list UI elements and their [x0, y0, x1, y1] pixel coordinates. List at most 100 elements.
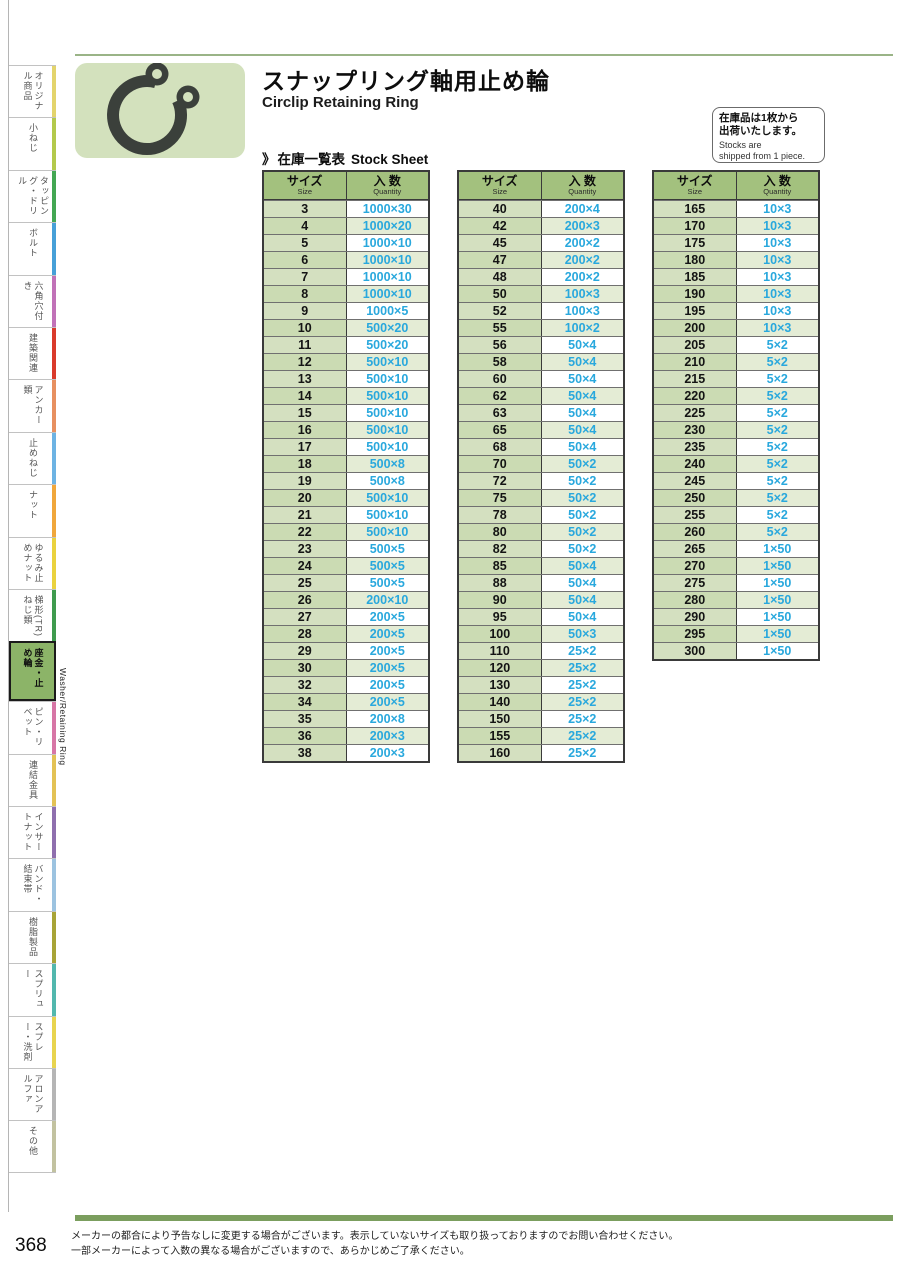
- sidebar-item-6[interactable]: アンカー類: [9, 379, 56, 432]
- cell-size: 250: [654, 490, 736, 506]
- cell-size: 210: [654, 354, 736, 370]
- cell-size: 240: [654, 456, 736, 472]
- cell-quantity: 200×4: [540, 201, 623, 217]
- table-row: 36 200×3: [264, 727, 428, 744]
- cell-size: 78: [459, 507, 541, 523]
- table-row: 6 1000×10: [264, 251, 428, 268]
- cell-size: 62: [459, 388, 541, 404]
- cell-size: 29: [264, 643, 346, 659]
- sidebar-item-14[interactable]: インサートナット: [9, 806, 56, 859]
- table-row: 280 1×50: [654, 591, 818, 608]
- col-header-size: サイズ Size: [676, 174, 713, 197]
- table-row: 165 10×3: [654, 200, 818, 217]
- cell-size: 90: [459, 592, 541, 608]
- table-row: 240 5×2: [654, 455, 818, 472]
- table-row: 48 200×2: [459, 268, 623, 285]
- cell-quantity: 500×10: [345, 405, 428, 421]
- cell-quantity: 100×3: [540, 303, 623, 319]
- sidebar-item-9[interactable]: ゆるみ止めナット: [9, 536, 56, 589]
- cell-quantity: 200×5: [345, 677, 428, 693]
- cell-size: 110: [459, 643, 541, 659]
- cell-quantity: 200×3: [540, 218, 623, 234]
- sidebar-item-15[interactable]: バンド・結束帯: [9, 858, 56, 911]
- page-subtitle: Circlip Retaining Ring: [262, 94, 419, 111]
- stock-table-2: サイズ Size 入 数 Quantity 40 200×4 42 200×3 45 200×2 4…: [457, 170, 625, 763]
- table-header: サイズ Size 入 数 Quantity: [654, 172, 818, 200]
- cell-size: 205: [654, 337, 736, 353]
- table-row: 3 1000×30: [264, 200, 428, 217]
- cell-quantity: 50×2: [540, 473, 623, 489]
- sidebar-item-2[interactable]: タッピング・ドリル: [9, 169, 56, 223]
- sidebar-item-18[interactable]: スプレー・洗剤: [9, 1015, 56, 1069]
- table-row: 15 500×10: [264, 404, 428, 421]
- table-row: 155 25×2: [459, 727, 623, 744]
- sidebar-item-13[interactable]: 連結金具: [9, 753, 56, 807]
- table-row: 13 500×10: [264, 370, 428, 387]
- sidebar-item-4[interactable]: 六角穴付き: [9, 274, 56, 327]
- col-header-size: サイズ Size: [286, 174, 323, 197]
- cell-size: 36: [264, 728, 346, 744]
- table-row: 26 200×10: [264, 591, 428, 608]
- cell-quantity: 5×2: [735, 354, 818, 370]
- sidebar-item-8[interactable]: ナット: [9, 484, 56, 537]
- cell-quantity: 5×2: [735, 371, 818, 387]
- double-angle-icon: 》: [262, 152, 276, 167]
- cell-size: 45: [459, 235, 541, 251]
- cell-size: 80: [459, 524, 541, 540]
- cell-quantity: 200×5: [345, 694, 428, 710]
- cell-size: 35: [264, 711, 346, 727]
- table-row: 63 50×4: [459, 404, 623, 421]
- table-row: 88 50×4: [459, 574, 623, 591]
- table-row: 82 50×2: [459, 540, 623, 557]
- cell-size: 120: [459, 660, 541, 676]
- sidebar-item-0[interactable]: オリジナル商品: [9, 65, 56, 118]
- sidebar-item-12[interactable]: ピン・リベット: [9, 701, 56, 754]
- table-row: 14 500×10: [264, 387, 428, 404]
- sidebar-accent-bar: [52, 807, 56, 859]
- cell-size: 4: [264, 218, 346, 234]
- table-row: 255 5×2: [654, 506, 818, 523]
- table-row: 270 1×50: [654, 557, 818, 574]
- sidebar-item-label: ボルト: [28, 228, 38, 259]
- cell-size: 275: [654, 575, 736, 591]
- sidebar-item-16[interactable]: 樹脂製品: [9, 910, 56, 964]
- sidebar-item-1[interactable]: 小ねじ: [9, 117, 56, 170]
- cell-size: 13: [264, 371, 346, 387]
- cell-size: 15: [264, 405, 346, 421]
- cell-quantity: 500×5: [345, 558, 428, 574]
- cell-size: 58: [459, 354, 541, 370]
- sidebar-item-11-active[interactable]: 座金・止め輪: [9, 641, 56, 702]
- table-row: 235 5×2: [654, 438, 818, 455]
- page-edge-line: [8, 0, 9, 1212]
- cell-quantity: 50×4: [540, 405, 623, 421]
- cell-quantity: 50×4: [540, 422, 623, 438]
- cell-quantity: 5×2: [735, 490, 818, 506]
- sidebar-item-5[interactable]: 建築関連: [9, 326, 56, 380]
- sidebar-accent-bar: [52, 911, 56, 964]
- sidebar-item-3[interactable]: ボルト: [9, 222, 56, 275]
- table-row: 230 5×2: [654, 421, 818, 438]
- cell-size: 9: [264, 303, 346, 319]
- sidebar-item-17[interactable]: スプリュー: [9, 963, 56, 1016]
- sidebar-item-20[interactable]: その他: [9, 1120, 56, 1173]
- cell-size: 47: [459, 252, 541, 268]
- cell-quantity: 1000×20: [345, 218, 428, 234]
- sidebar-accent-bar: [52, 275, 56, 327]
- sidebar-accent-bar: [52, 223, 56, 275]
- section-heading: 》在庫一覧表 Stock Sheet: [262, 148, 428, 168]
- sidebar-item-10[interactable]: 梯形(TR)ねじ類: [9, 588, 56, 642]
- sidebar-item-label: オリジナル商品: [22, 71, 44, 111]
- cell-quantity: 1×50: [735, 609, 818, 625]
- table-row: 45 200×2: [459, 234, 623, 251]
- cell-quantity: 1000×10: [345, 235, 428, 251]
- table-row: 110 25×2: [459, 642, 623, 659]
- table-row: 200 10×3: [654, 319, 818, 336]
- sidebar-accent-bar: [52, 859, 56, 911]
- table-row: 17 500×10: [264, 438, 428, 455]
- cell-size: 32: [264, 677, 346, 693]
- cell-size: 16: [264, 422, 346, 438]
- sidebar-item-7[interactable]: 止めねじ: [9, 431, 56, 485]
- sidebar-item-19[interactable]: アロンアルファ: [9, 1068, 56, 1121]
- cell-size: 21: [264, 507, 346, 523]
- cell-size: 265: [654, 541, 736, 557]
